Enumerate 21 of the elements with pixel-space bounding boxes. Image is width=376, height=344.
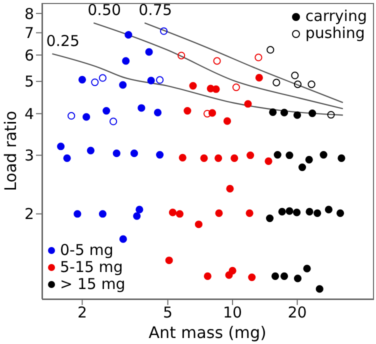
y-tick-label: 6 — [24, 46, 34, 64]
y-tick-label: 5 — [24, 72, 34, 91]
x-tick-label: 2 — [77, 304, 88, 322]
legend-label: 5-15 mg — [60, 258, 123, 276]
series-label: 0.50 — [88, 0, 122, 19]
y-tick-label: 7 — [24, 24, 34, 42]
x-tick-label: 20 — [288, 304, 307, 322]
annotation: pushing — [305, 24, 365, 42]
y-tick-label: 4 — [24, 104, 34, 123]
x-tick-label: 5 — [163, 304, 173, 322]
y-tick-label: 8 — [24, 4, 34, 23]
x-axis-title: Ant mass (mg) — [148, 323, 266, 342]
y-axis-title: Load ratio — [1, 110, 20, 192]
series-label: 0.25 — [46, 32, 80, 50]
annotation: carrying — [305, 7, 367, 25]
legend-label: > 15 mg — [60, 275, 126, 293]
series-label: 0.75 — [138, 0, 172, 19]
x-tick-label: 10 — [222, 304, 242, 322]
y-tick-label: 3 — [24, 146, 34, 165]
legend-label: 0-5 mg — [60, 241, 114, 259]
y-tick-label: 2 — [24, 205, 34, 224]
